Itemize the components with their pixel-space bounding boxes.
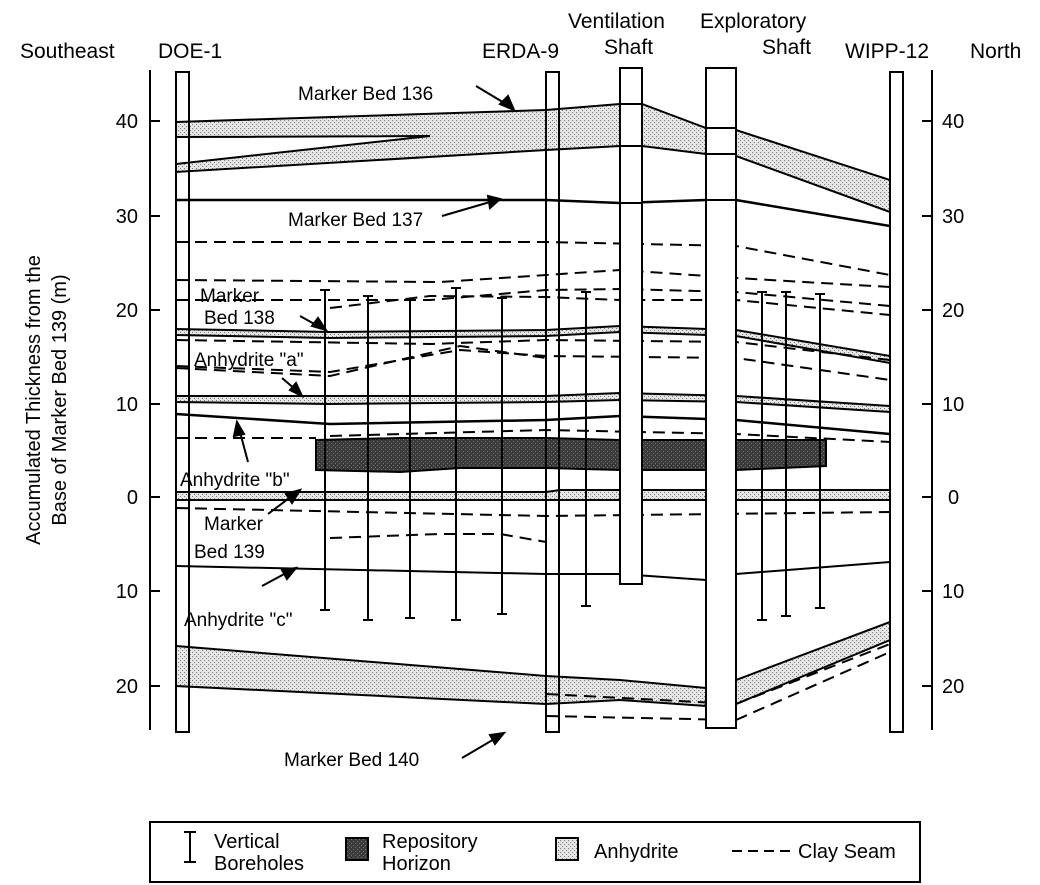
label-marker-bed-139-line1: Marker [204, 514, 264, 535]
left-tick-label: 20 [116, 676, 138, 698]
borehole [781, 291, 791, 617]
header-doe1: DOE-1 [158, 40, 222, 63]
left-tick-label: 20 [116, 300, 138, 322]
borehole [581, 291, 591, 607]
legend-boreholes-line2: Boreholes [214, 853, 304, 875]
legend-repository-swatch [345, 837, 369, 861]
right-axis-ticks [922, 120, 932, 687]
legend-boreholes-line1: Vertical [214, 831, 280, 853]
header-southeast: Southeast [20, 40, 115, 63]
y-axis-title-line1: Accumulated Thickness from the [23, 255, 45, 545]
left-tick-label: 10 [116, 394, 138, 416]
label-marker-bed-136: Marker Bed 136 [298, 84, 433, 105]
clay-seam [175, 268, 891, 288]
exploratory-shaft [705, 67, 737, 729]
label-marker-bed-139-line2: Bed 139 [194, 542, 265, 563]
right-tick-label: 0 [948, 487, 959, 509]
borehole [363, 295, 373, 621]
legend-clay-seam: Clay Seam [798, 841, 896, 863]
clay-seam [329, 294, 891, 316]
vertical-boreholes [320, 287, 825, 621]
left-tick-label: 0 [127, 487, 138, 509]
label-anhydrite-b: Anhydrite "b" [180, 470, 290, 491]
well-doe1 [175, 71, 190, 733]
legend-repository-line2: Horizon [382, 853, 451, 875]
marker-bed-140-band [175, 620, 891, 708]
clay-seam [329, 533, 547, 543]
label-anhydrite-c: Anhydrite "c" [184, 610, 293, 631]
marker-bed-139-band [175, 489, 891, 501]
anhydrite-a-band [175, 391, 891, 414]
borehole [757, 291, 767, 621]
legend-anhydrite-swatch [555, 837, 579, 861]
header-wipp12: WIPP-12 [845, 40, 929, 63]
borehole [497, 297, 507, 615]
shaft-layer-ticks [620, 103, 736, 204]
ventilation-shaft [619, 67, 643, 585]
marker-bed-136-band [175, 103, 891, 214]
clay-seam [176, 241, 891, 276]
header-ventilation: Ventilation [568, 10, 665, 33]
borehole [405, 299, 415, 619]
label-arrows [232, 85, 516, 759]
label-marker-bed-137: Marker Bed 137 [288, 210, 423, 231]
label-marker-bed-140: Marker Bed 140 [284, 750, 419, 771]
legend-borehole-icon [184, 831, 196, 863]
label-marker-bed-138-line1: Marker [200, 286, 260, 307]
borehole [320, 289, 330, 611]
anhydrite-b-line [175, 412, 891, 436]
marker-bed-137-line [176, 198, 891, 228]
left-tick-label: 10 [116, 581, 138, 603]
right-tick-label: 10 [942, 394, 964, 416]
right-tick-label: 30 [942, 206, 964, 228]
well-erda9 [545, 71, 560, 733]
left-tick-label: 30 [116, 206, 138, 228]
right-tick-label: 20 [942, 676, 964, 698]
legend: Vertical Boreholes Repository Horizon An… [149, 821, 921, 883]
borehole [815, 293, 825, 609]
label-marker-bed-138-line2: Bed 138 [204, 308, 275, 329]
left-tick-label: 40 [116, 111, 138, 133]
header-north: North [970, 40, 1021, 63]
repository-horizon [315, 437, 827, 474]
clay-seam [175, 507, 891, 518]
header-ventilation-shaft: Shaft [604, 36, 653, 59]
legend-repository-line1: Repository [382, 831, 478, 853]
right-tick-label: 20 [942, 300, 964, 322]
left-axis-ticks [150, 120, 160, 687]
right-tick-label: 10 [942, 581, 964, 603]
header-exploratory-shaft: Shaft [762, 36, 811, 59]
clay-seam [176, 287, 891, 307]
legend-anhydrite: Anhydrite [594, 841, 679, 863]
y-axis-title-line2: Base of Marker Bed 139 (m) [49, 274, 71, 525]
label-anhydrite-a: Anhydrite "a" [194, 350, 304, 371]
header-erda9: ERDA-9 [482, 40, 559, 63]
header-exploratory: Exploratory [700, 10, 807, 33]
right-tick-label: 40 [942, 111, 964, 133]
borehole [451, 287, 461, 621]
well-wipp12 [889, 71, 904, 733]
